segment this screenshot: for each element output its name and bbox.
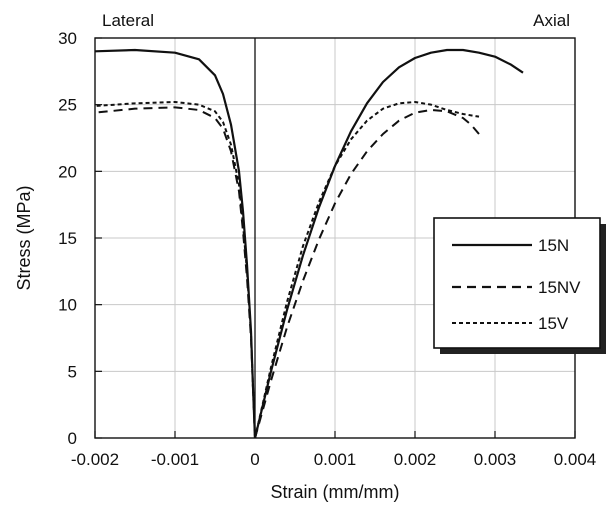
y-tick-label: 30 (58, 29, 77, 48)
y-axis-title: Stress (MPa) (14, 185, 34, 290)
series-15v-lateral-line (95, 101, 256, 438)
legend: 15N 15NV 15V (433, 217, 606, 354)
y-tick-label: 25 (58, 96, 77, 115)
x-tick-label: -0.002 (71, 450, 119, 469)
x-axis-title: Strain (mm/mm) (271, 482, 400, 502)
y-tick-label: 15 (58, 229, 77, 248)
x-tick-label: 0 (250, 450, 259, 469)
y-tick-label: 10 (58, 296, 77, 315)
legend-label-15nv: 15NV (538, 278, 581, 297)
y-tick-label: 5 (68, 362, 77, 381)
series-15n-axial-line (253, 48, 524, 438)
series-15nv-axial-line (254, 109, 480, 438)
legend-label-15n: 15N (538, 236, 569, 255)
axial-label: Axial (533, 11, 570, 30)
lateral-label: Lateral (102, 11, 154, 30)
series (95, 48, 524, 438)
x-tick-label: 0.001 (314, 450, 357, 469)
y-tick-label: 0 (68, 429, 77, 448)
legend-box (433, 217, 601, 349)
x-tick-label: 0.002 (394, 450, 437, 469)
y-tick-label: 20 (58, 162, 77, 181)
tick-labels: -0.002 -0.001 0 0.001 0.002 0.003 0.004 0 5 10 15 2… (58, 29, 596, 469)
x-tick-label: 0.004 (554, 450, 597, 469)
x-tick-label: -0.001 (151, 450, 199, 469)
x-tick-label: 0.003 (474, 450, 517, 469)
series-15v-axial-line (254, 101, 480, 438)
legend-label-15v: 15V (538, 314, 569, 333)
series-15nv-lateral-line (95, 106, 256, 438)
